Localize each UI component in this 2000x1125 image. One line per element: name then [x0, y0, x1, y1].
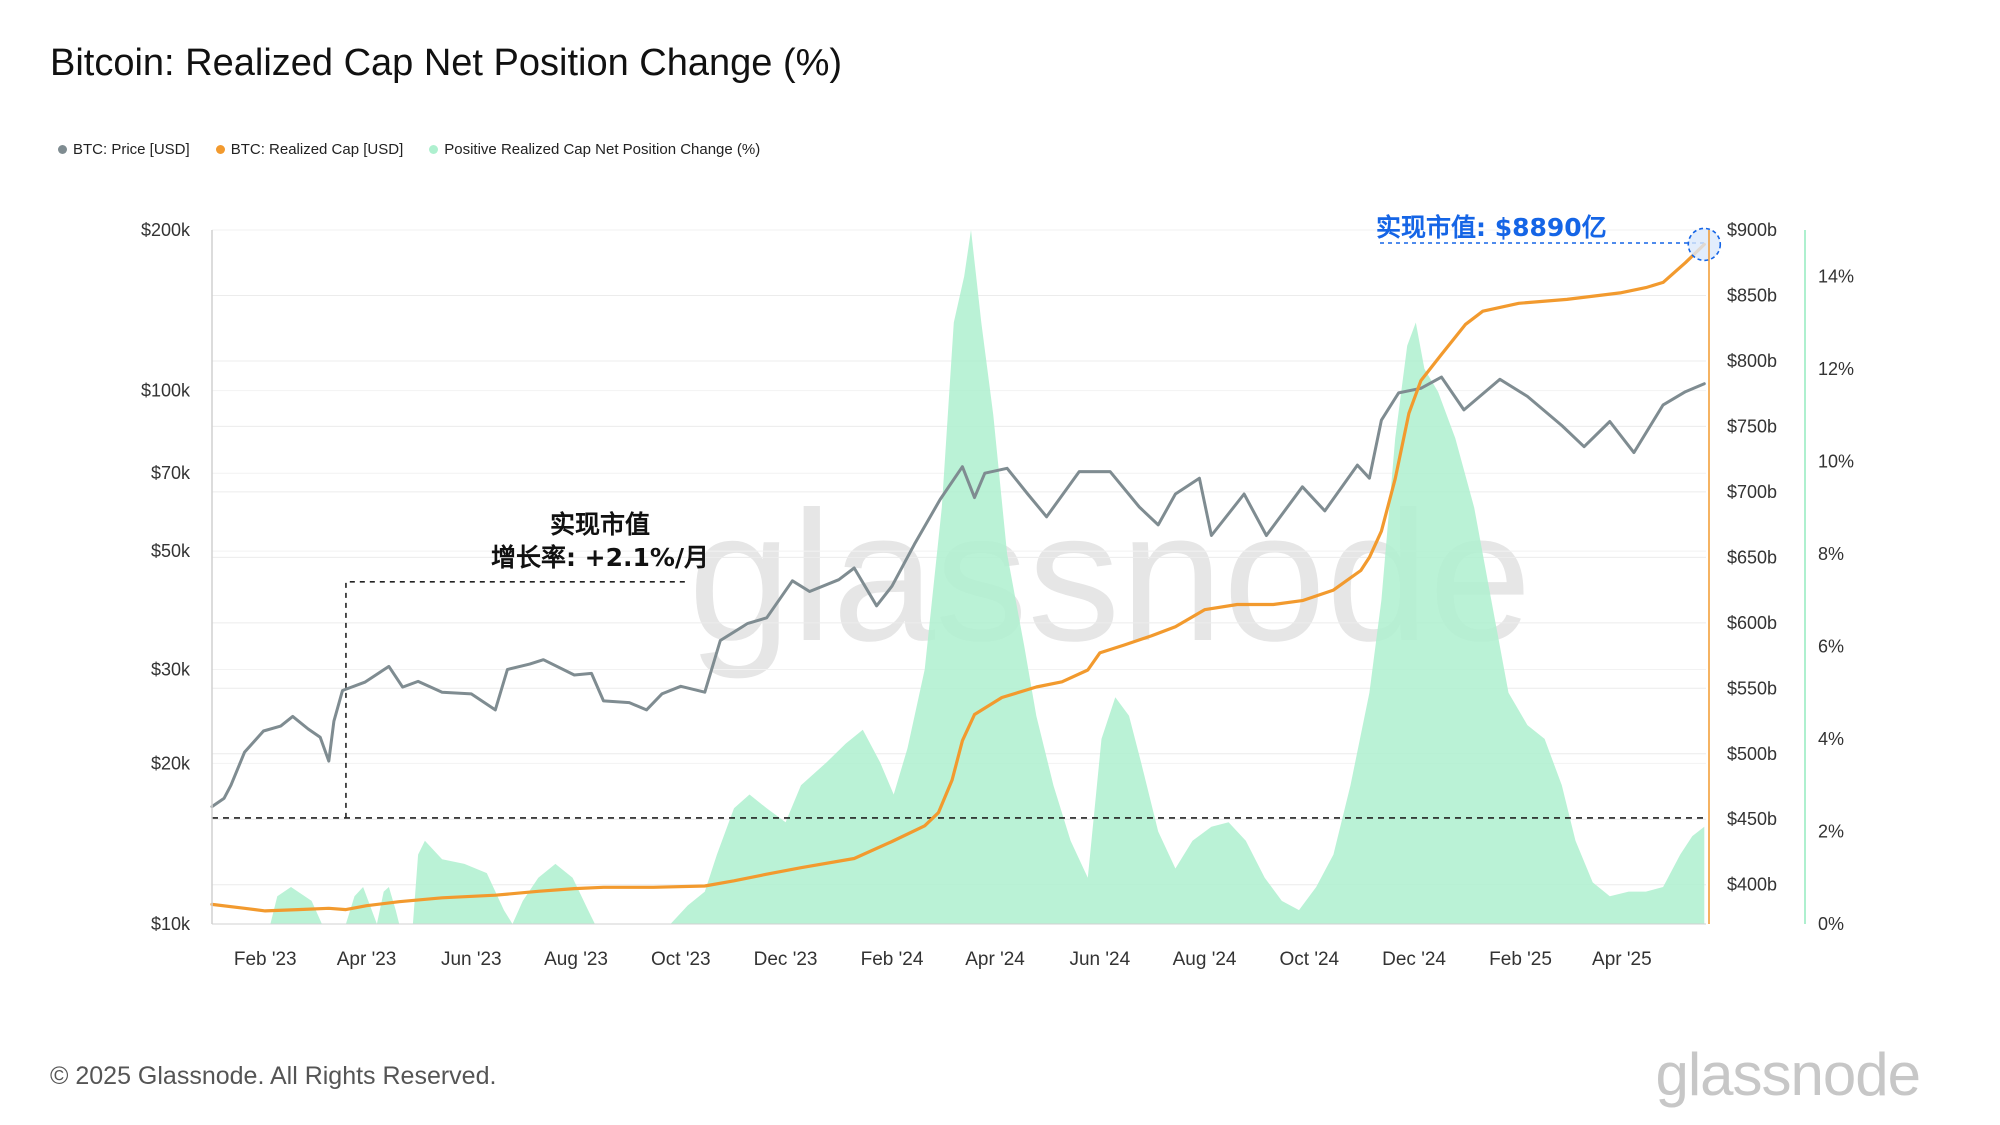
price-line: [210, 375, 1706, 809]
x-tick-label: Apr '25: [1592, 949, 1652, 970]
annotations: 实现市值 增长率: +2.1%/月 实现市值: $8890亿: [491, 213, 1607, 572]
growth-annotation-line2: 增长率: +2.1%/月: [491, 543, 709, 572]
realized-cap-tick-label: $600b: [1727, 613, 1777, 633]
realized-cap-tick-label: $900b: [1727, 220, 1777, 240]
legend-item-price[interactable]: BTC: Price [USD]: [58, 141, 190, 158]
x-tick-label: Apr '23: [337, 949, 397, 970]
current-realized-cap-annotation: 实现市值: $8890亿: [1376, 213, 1607, 242]
price-tick-label: $50k: [151, 541, 191, 561]
net-position-tick-label: 14%: [1818, 266, 1854, 286]
price-tick-label: $70k: [151, 463, 191, 483]
net-position-tick-label: 10%: [1818, 451, 1854, 471]
x-tick-label: Oct '23: [651, 949, 711, 970]
legend-label-price: BTC: Price [USD]: [73, 141, 190, 158]
realized-cap-tick-label: $700b: [1727, 482, 1777, 502]
realized-cap-tick-label: $650b: [1727, 547, 1777, 567]
x-tick-label: Dec '23: [754, 949, 818, 970]
price-tick-label: $200k: [141, 220, 191, 240]
net-position-tick-label: 8%: [1818, 544, 1844, 564]
price-tick-label: $10k: [151, 914, 191, 934]
legend-swatch-price: [58, 145, 67, 154]
reference-lines: [212, 242, 1706, 819]
net-position-tick-label: 0%: [1818, 914, 1844, 934]
series-lines: [210, 227, 1722, 913]
x-tick-label: Feb '24: [861, 949, 924, 970]
x-tick-label: Oct '24: [1280, 949, 1340, 970]
x-tick-label: Apr '24: [965, 949, 1025, 970]
legend-swatch-net-position: [429, 145, 439, 154]
copyright: © 2025 Glassnode. All Rights Reserved.: [50, 1062, 497, 1090]
legend-label-net-position: Positive Realized Cap Net Position Chang…: [444, 141, 761, 158]
legend-label-realized-cap: BTC: Realized Cap [USD]: [230, 141, 404, 158]
growth-period-bracket: [345, 581, 688, 818]
legend-item-net-position[interactable]: Positive Realized Cap Net Position Chang…: [429, 141, 760, 158]
net-position-tick-label: 12%: [1818, 359, 1854, 379]
net-position-area: [212, 230, 1705, 924]
realized-cap-tick-label: $400b: [1727, 875, 1777, 895]
x-tick-label: Jun '23: [441, 949, 502, 970]
realized-cap-tick-label: $550b: [1727, 678, 1777, 698]
current-value-marker: [1687, 227, 1722, 262]
brand-logo: glassnode: [1655, 1041, 1921, 1108]
x-tick-label: Aug '23: [544, 949, 608, 970]
growth-annotation-line1: 实现市值: [550, 510, 650, 539]
x-tick-label: Feb '25: [1489, 949, 1552, 970]
price-tick-label: $30k: [151, 659, 191, 679]
chart-title: Bitcoin: Realized Cap Net Position Chang…: [50, 42, 843, 84]
x-tick-label: Aug '24: [1173, 949, 1237, 970]
axes: $10k $20k $30k $50k $70k $100k $200k $400b $450b…: [141, 220, 1854, 970]
net-position-tick-label: 4%: [1818, 729, 1844, 749]
price-tick-label: $100k: [141, 381, 191, 401]
realized-cap-tick-label: $500b: [1727, 744, 1777, 764]
legend: BTC: Price [USD] BTC: Realized Cap [USD]…: [58, 141, 760, 158]
x-tick-label: Dec '24: [1382, 949, 1446, 970]
realized-cap-tick-label: $450b: [1727, 809, 1777, 829]
realized-cap-line: [210, 242, 1706, 913]
net-position-tick-label: 6%: [1818, 636, 1844, 656]
net-position-change-area: [212, 230, 1705, 924]
realized-cap-tick-label: $800b: [1727, 351, 1777, 371]
net-position-tick-label: 2%: [1818, 821, 1844, 841]
x-tick-label: Jun '24: [1069, 949, 1130, 970]
legend-item-realized-cap[interactable]: BTC: Realized Cap [USD]: [215, 141, 404, 158]
legend-swatch-realized-cap: [215, 145, 225, 154]
realized-cap-tick-label: $850b: [1727, 285, 1777, 305]
price-tick-label: $20k: [151, 753, 191, 773]
x-tick-label: Feb '23: [234, 949, 297, 970]
realized-cap-tick-label: $750b: [1727, 416, 1777, 436]
